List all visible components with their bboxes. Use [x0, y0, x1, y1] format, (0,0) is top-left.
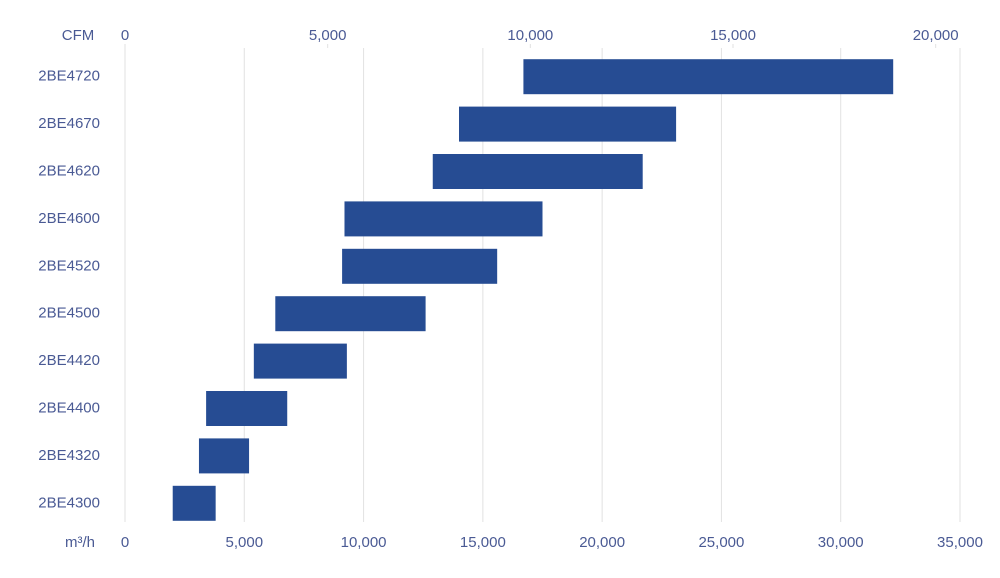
bar [459, 106, 677, 142]
x-tick-label: 0 [121, 534, 129, 551]
bar [523, 59, 894, 95]
y-tick-label: 2BE4520 [38, 257, 100, 274]
y-tick-label: 2BE4720 [38, 68, 100, 85]
bar [253, 343, 347, 379]
x2-tick-label: 0 [121, 27, 129, 44]
x-tick-label: 25,000 [698, 534, 744, 551]
x2-tick-label: 5,000 [309, 27, 347, 44]
bar [206, 391, 288, 426]
x2-tick-label: 10,000 [507, 27, 553, 44]
x-tick-label: 30,000 [818, 534, 864, 551]
x-tick-label: 20,000 [579, 534, 625, 551]
bar [172, 485, 216, 521]
y-tick-label: 2BE4400 [38, 399, 100, 416]
top-axis-label: CFM [62, 27, 95, 44]
bottom-axis-label: m³/h [65, 534, 95, 551]
x2-tick-label: 15,000 [710, 27, 756, 44]
bar [342, 248, 498, 284]
x2-tick-label: 20,000 [913, 27, 959, 44]
x-tick-label: 5,000 [226, 534, 264, 551]
x-tick-label: 10,000 [341, 534, 387, 551]
y-tick-label: 2BE4620 [38, 162, 100, 179]
y-tick-label: 2BE4670 [38, 115, 100, 132]
y-tick-label: 2BE4300 [38, 494, 100, 511]
y-tick-label: 2BE4320 [38, 447, 100, 464]
y-tick-label: 2BE4420 [38, 352, 100, 369]
x-tick-label: 15,000 [460, 534, 506, 551]
x-tick-label: 35,000 [937, 534, 983, 551]
bar [344, 201, 543, 237]
bar [275, 296, 426, 332]
y-tick-label: 2BE4600 [38, 210, 100, 227]
y-tick-label: 2BE4500 [38, 305, 100, 322]
bar [432, 154, 643, 189]
bar [198, 438, 250, 474]
